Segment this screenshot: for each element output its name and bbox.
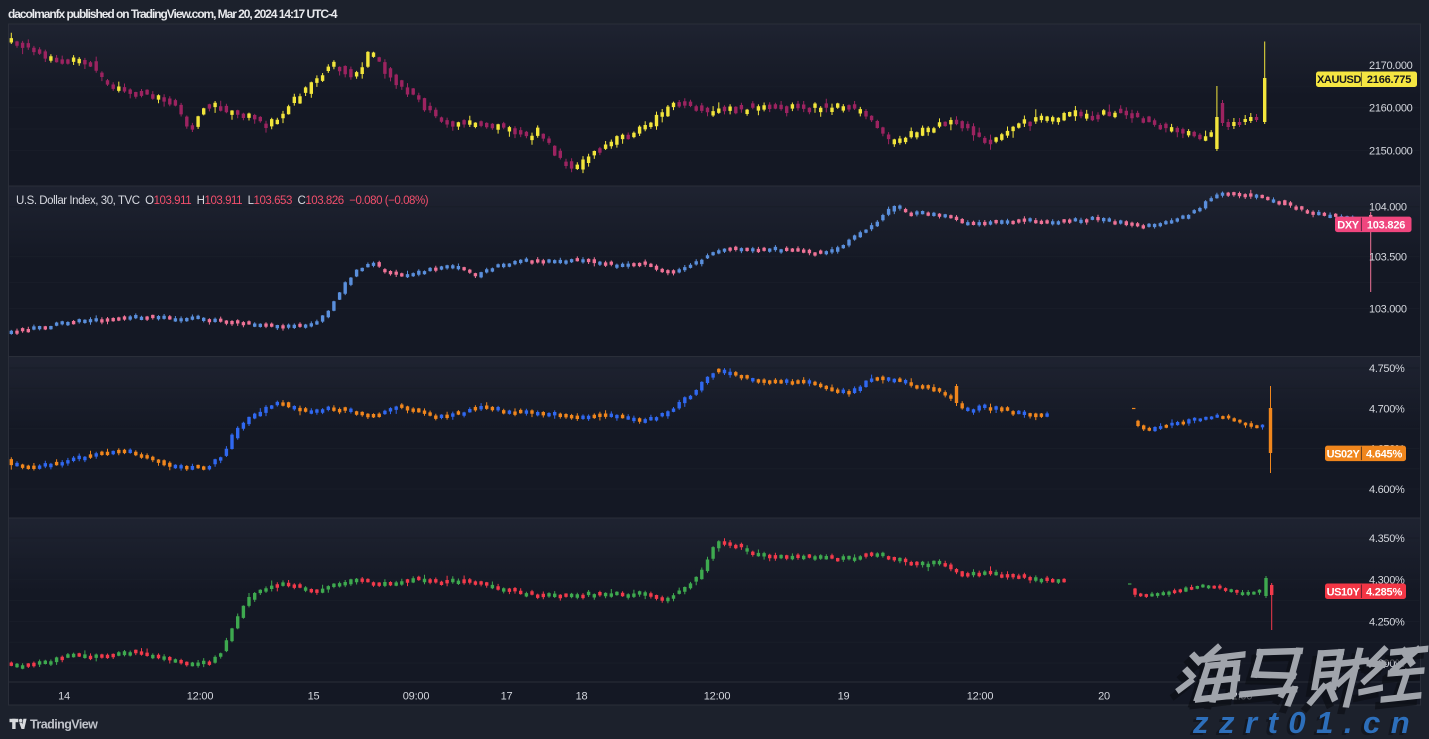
svg-text:19: 19 (838, 691, 850, 703)
svg-text:2150.000: 2150.000 (1369, 145, 1413, 157)
svg-text:zzrt01.cn: zzrt01.cn (1189, 707, 1417, 739)
svg-text:XAUUSD: XAUUSD (1317, 74, 1362, 86)
svg-text:103.826: 103.826 (1367, 219, 1405, 231)
svg-text:20: 20 (1098, 691, 1110, 703)
svg-text:4.750%: 4.750% (1369, 363, 1405, 375)
svg-text:zzrt01.cn: zzrt01.cn (1192, 705, 1420, 739)
svg-text:4.600%: 4.600% (1369, 484, 1405, 496)
svg-text:US10Y: US10Y (1327, 586, 1361, 598)
svg-text:12:00: 12:00 (967, 691, 994, 703)
svg-text:104.000: 104.000 (1369, 202, 1407, 214)
svg-text:14: 14 (58, 691, 70, 703)
svg-text:09:00: 09:00 (403, 691, 430, 703)
svg-text:2170.000: 2170.000 (1369, 60, 1413, 72)
svg-text:4.250%: 4.250% (1369, 616, 1405, 628)
svg-text:4.645%: 4.645% (1366, 448, 1403, 460)
svg-text:US02Y: US02Y (1327, 448, 1361, 460)
svg-text:4.285%: 4.285% (1366, 586, 1403, 598)
svg-text:4.350%: 4.350% (1369, 533, 1405, 545)
svg-text:15: 15 (308, 691, 320, 703)
svg-text:103.000: 103.000 (1369, 303, 1407, 315)
svg-text:U.S. Dollar Index, 30, TVC O1: U.S. Dollar Index, 30, TVC O103.911 H103… (16, 195, 429, 207)
svg-text:12:00: 12:00 (704, 691, 731, 703)
svg-text:DXY: DXY (1337, 219, 1359, 231)
svg-text:12:00: 12:00 (187, 691, 214, 703)
svg-text:18: 18 (576, 691, 588, 703)
svg-text:dacolmanfx published on Tradin: dacolmanfx published on TradingView.com,… (8, 7, 338, 21)
svg-text:TradingView: TradingView (30, 718, 98, 732)
svg-text:2166.775: 2166.775 (1367, 74, 1411, 86)
svg-text:103.500: 103.500 (1369, 252, 1407, 264)
svg-text:4.700%: 4.700% (1369, 404, 1405, 416)
svg-text:17: 17 (501, 691, 513, 703)
svg-text:2160.000: 2160.000 (1369, 103, 1413, 115)
